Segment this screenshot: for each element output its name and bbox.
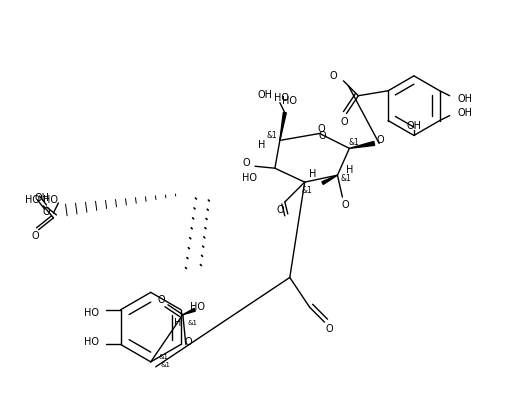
Text: O: O	[330, 71, 337, 81]
Text: O: O	[341, 200, 349, 210]
Text: H: H	[346, 165, 353, 175]
Text: O: O	[319, 132, 326, 142]
Polygon shape	[322, 175, 337, 184]
Text: O: O	[42, 207, 50, 217]
Polygon shape	[183, 308, 195, 315]
Text: HO: HO	[84, 336, 99, 346]
Text: HO: HO	[275, 93, 290, 103]
Text: &1: &1	[188, 320, 198, 326]
Text: HO: HO	[242, 173, 257, 183]
Text: &1: &1	[159, 354, 169, 360]
Text: HO: HO	[282, 96, 297, 106]
Text: O: O	[318, 124, 325, 134]
Text: &1: &1	[267, 131, 277, 140]
Text: H: H	[174, 318, 182, 328]
Text: H: H	[257, 140, 265, 150]
Text: OH: OH	[258, 90, 273, 100]
Text: OH: OH	[457, 94, 472, 104]
Text: OH: OH	[34, 193, 49, 203]
Text: O: O	[32, 231, 39, 241]
Polygon shape	[280, 112, 286, 140]
Text: O: O	[185, 336, 193, 346]
Text: &1: &1	[349, 138, 359, 147]
Text: HO: HO	[84, 308, 99, 318]
Text: OH: OH	[457, 108, 472, 118]
Text: HO: HO	[44, 195, 59, 205]
Text: O: O	[341, 116, 348, 126]
Text: O: O	[157, 295, 165, 305]
Text: HO: HO	[190, 302, 205, 312]
Text: O: O	[326, 324, 333, 334]
Text: O: O	[242, 158, 250, 168]
Text: O: O	[276, 205, 284, 215]
Text: H: H	[309, 169, 316, 179]
Text: &1: &1	[301, 186, 312, 194]
Text: OH: OH	[407, 120, 422, 130]
Polygon shape	[349, 142, 375, 148]
Text: O: O	[377, 136, 384, 146]
Text: HO: HO	[24, 195, 39, 205]
Text: &1: &1	[161, 362, 171, 368]
Text: &1: &1	[340, 174, 351, 183]
